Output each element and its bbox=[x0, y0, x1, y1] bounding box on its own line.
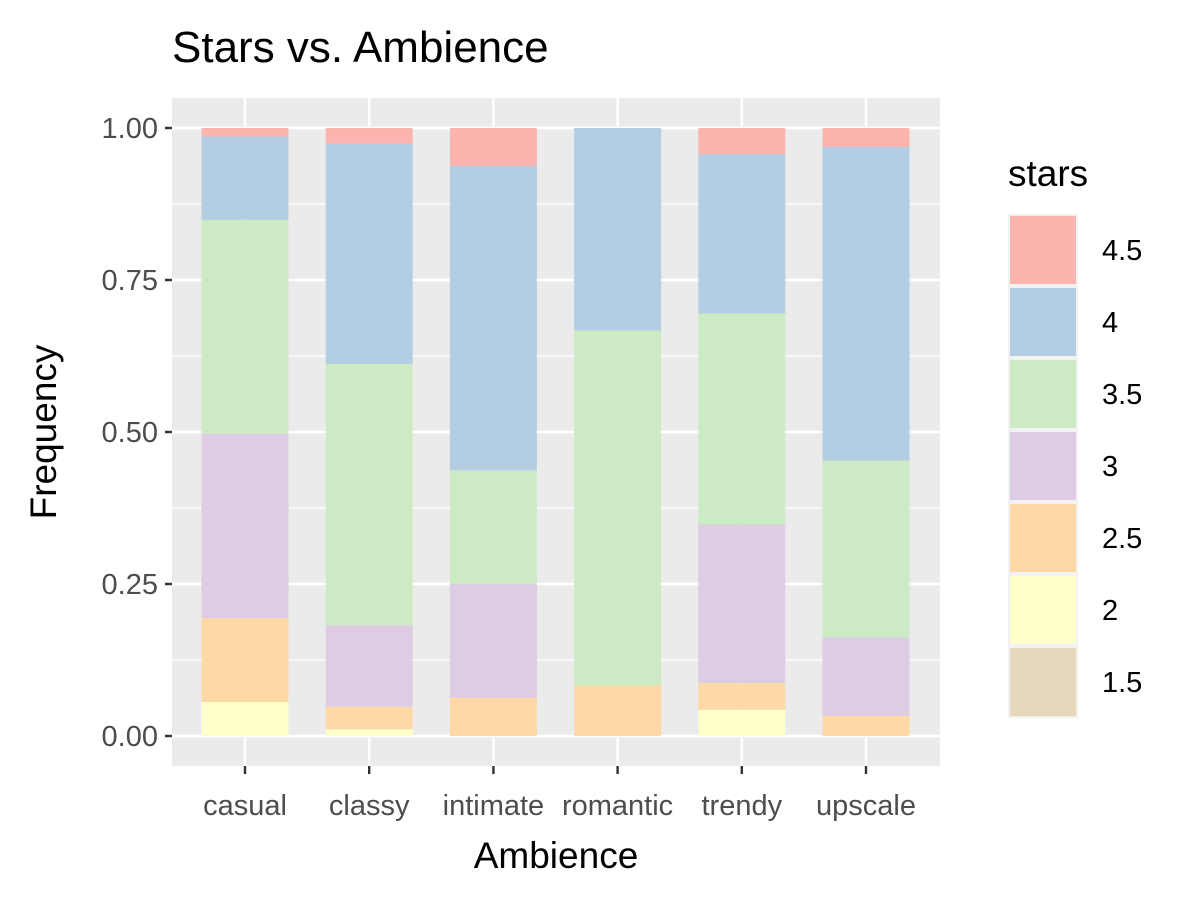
x-tick-label-casual: casual bbox=[203, 790, 287, 822]
bar-segment-intimate-3 bbox=[449, 584, 537, 698]
legend-swatch-3 bbox=[1010, 432, 1076, 500]
x-tick-label-intimate: intimate bbox=[443, 790, 545, 822]
legend-label-4: 4 bbox=[1102, 307, 1118, 339]
bar-segment-trendy-4.5 bbox=[698, 128, 786, 155]
bar-segment-upscale-3.5 bbox=[822, 460, 910, 638]
bar-segment-casual-4.5 bbox=[201, 128, 289, 137]
legend-swatch-1.5 bbox=[1010, 648, 1076, 716]
bar-segment-intimate-4 bbox=[449, 165, 537, 471]
y-tick-label: 0.25 bbox=[102, 569, 158, 601]
x-tick-label-romantic: romantic bbox=[562, 790, 673, 822]
legend-label-2: 2 bbox=[1102, 595, 1118, 627]
bar-segment-casual-2 bbox=[201, 701, 289, 736]
bar-segment-upscale-4.5 bbox=[822, 128, 910, 147]
x-axis: casual classy intimate romantic trendy upscal… bbox=[203, 766, 916, 822]
legend-title: stars bbox=[1008, 153, 1088, 194]
legend-label-3: 3 bbox=[1102, 451, 1118, 483]
bar-segment-upscale-3 bbox=[822, 637, 910, 716]
bar-segment-classy-2 bbox=[325, 729, 413, 736]
y-tick-label: 0.50 bbox=[102, 417, 158, 449]
legend-swatch-4.5 bbox=[1010, 216, 1076, 284]
y-tick-label: 0.00 bbox=[102, 721, 158, 753]
bar-segment-romantic-2.5 bbox=[574, 685, 662, 736]
legend-label-3.5: 3.5 bbox=[1102, 379, 1142, 411]
y-axis-title: Frequency bbox=[23, 344, 64, 519]
bar-segment-trendy-3.5 bbox=[698, 313, 786, 525]
legend-swatch-2.5 bbox=[1010, 504, 1076, 572]
x-tick-label-upscale: upscale bbox=[816, 790, 916, 822]
bar-segment-casual-4 bbox=[201, 136, 289, 220]
y-axis: 0.00 0.25 0.50 0.75 1.00 bbox=[102, 113, 172, 753]
bars bbox=[201, 128, 910, 736]
legend-swatch-4 bbox=[1010, 288, 1076, 356]
bar-segment-trendy-3 bbox=[698, 524, 786, 684]
bar-segment-classy-4 bbox=[325, 143, 413, 364]
bar-segment-upscale-4 bbox=[822, 146, 910, 461]
bar-segment-intimate-3.5 bbox=[449, 470, 537, 584]
bar-segment-casual-3 bbox=[201, 433, 289, 619]
legend-label-1.5: 1.5 bbox=[1102, 667, 1142, 699]
legend: stars 4.5 4 3.5 3 2.5 2 1.5 bbox=[1008, 153, 1142, 718]
bar-segment-classy-2.5 bbox=[325, 706, 413, 730]
chart-title: Stars vs. Ambience bbox=[172, 23, 549, 72]
legend-swatch-2 bbox=[1010, 576, 1076, 644]
legend-label-4.5: 4.5 bbox=[1102, 235, 1142, 267]
legend-swatch-3.5 bbox=[1010, 360, 1076, 428]
y-tick-label: 0.75 bbox=[102, 265, 158, 297]
x-tick-label-trendy: trendy bbox=[701, 790, 782, 822]
bar-segment-casual-3.5 bbox=[201, 219, 289, 434]
legend-items: 4.5 4 3.5 3 2.5 2 1.5 bbox=[1008, 214, 1142, 718]
bar-segment-upscale-2.5 bbox=[822, 715, 910, 736]
bar-segment-casual-2.5 bbox=[201, 618, 289, 702]
bar-segment-trendy-4 bbox=[698, 154, 786, 314]
bar-segment-classy-4.5 bbox=[325, 128, 413, 144]
bar-segment-intimate-4.5 bbox=[449, 128, 537, 166]
x-tick-label-classy: classy bbox=[329, 790, 410, 822]
bar-segment-intimate-2.5 bbox=[449, 697, 537, 736]
bar-segment-trendy-2 bbox=[698, 709, 786, 736]
legend-label-2.5: 2.5 bbox=[1102, 523, 1142, 555]
x-axis-title: Ambience bbox=[474, 835, 639, 876]
grid-minor bbox=[172, 203, 940, 661]
bar-segment-trendy-2.5 bbox=[698, 683, 786, 710]
bar-segment-romantic-3.5 bbox=[574, 330, 662, 686]
bar-segment-romantic-4 bbox=[574, 128, 662, 331]
bar-segment-classy-3 bbox=[325, 625, 413, 707]
y-tick-label: 1.00 bbox=[102, 113, 158, 145]
bar-segment-classy-3.5 bbox=[325, 363, 413, 626]
